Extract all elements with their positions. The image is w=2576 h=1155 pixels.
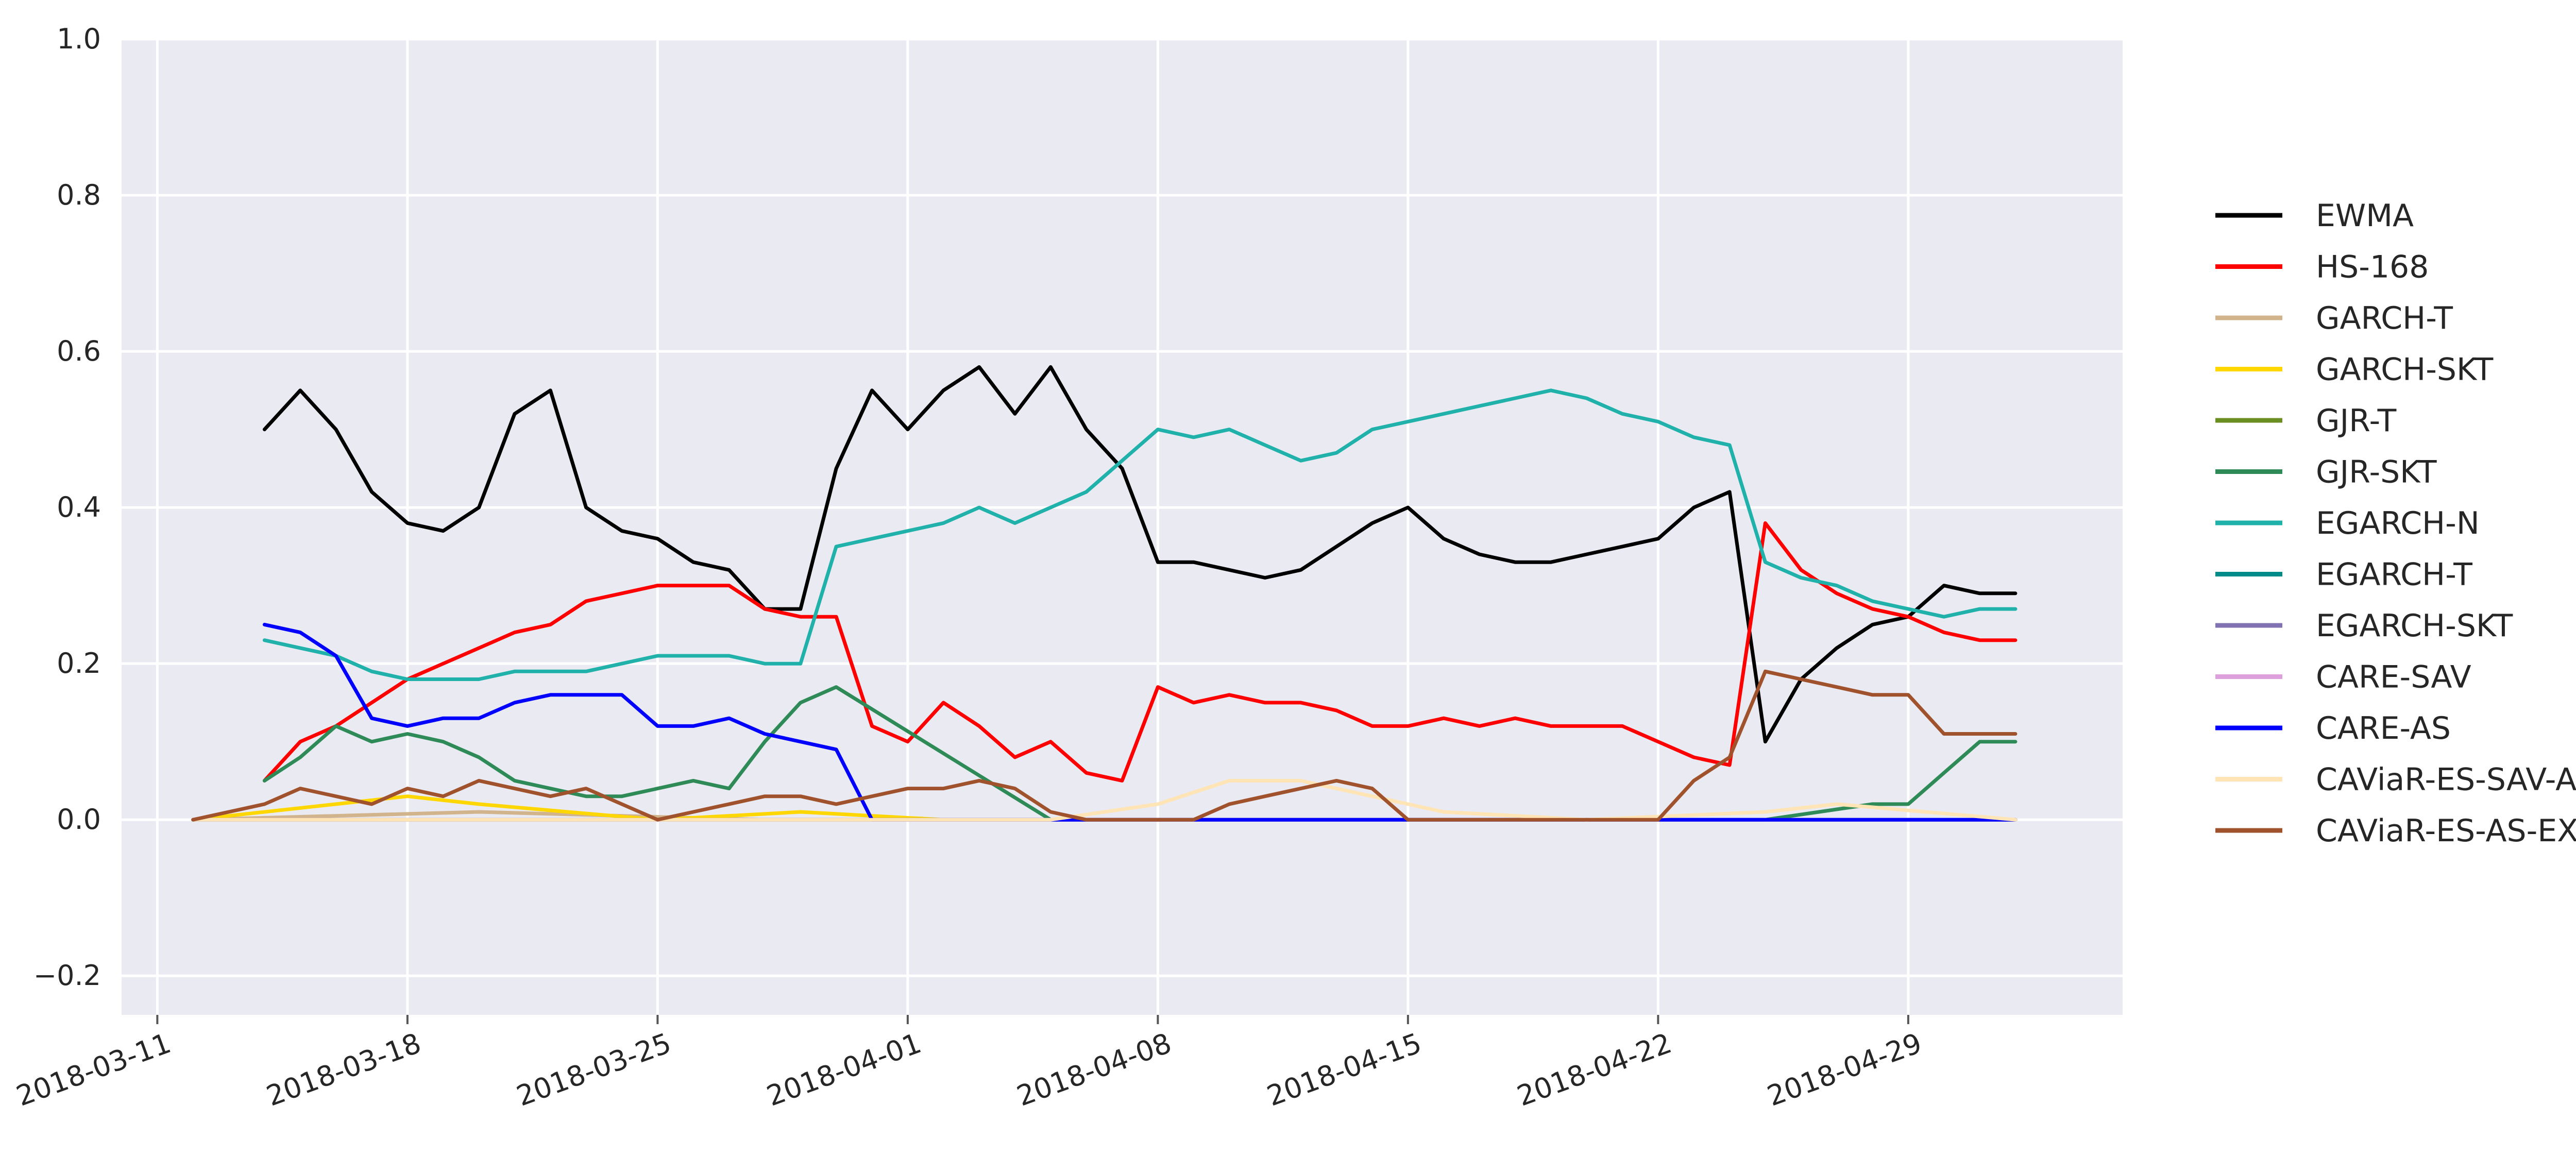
legend-label: GJR-T <box>2316 403 2397 439</box>
legend-item: EWMA <box>2215 198 2414 234</box>
legend-label: GARCH-T <box>2316 300 2453 336</box>
y-axis-ticks: −0.2 0.0 0.2 0.4 0.6 0.8 1.0 <box>33 23 101 992</box>
x-tick-label: 2018-04-29 <box>1763 1027 1926 1113</box>
legend-item: CAViaR-ES-AS-EXP <box>2215 813 2576 849</box>
legend-item: GARCH-T <box>2215 300 2453 336</box>
legend-label: HS-168 <box>2316 249 2429 285</box>
x-tick-label: 2018-04-22 <box>1513 1027 1675 1113</box>
legend-label: EGARCH-T <box>2316 557 2472 593</box>
series-line-caviar-es-as-exp <box>191 669 2018 822</box>
plot-background <box>122 39 2123 1015</box>
legend-label: EWMA <box>2316 198 2414 234</box>
legend-item: HS-168 <box>2215 249 2429 285</box>
legend-label: EGARCH-N <box>2316 505 2480 541</box>
y-tick-label: 0.6 <box>57 335 101 367</box>
series-line-ewma <box>262 365 2018 744</box>
series-lines <box>191 365 2018 822</box>
x-tick-label: 2018-04-15 <box>1263 1027 1426 1113</box>
x-tick-label: 2018-03-25 <box>512 1027 675 1113</box>
series-line-hs-168 <box>262 521 2018 783</box>
x-tick-label: 2018-03-18 <box>262 1027 425 1113</box>
legend-label: EGARCH-SKT <box>2316 608 2513 644</box>
y-tick-label: 0.8 <box>57 179 101 211</box>
legend-item: GJR-T <box>2215 403 2397 439</box>
y-tick-label: 1.0 <box>57 23 101 55</box>
legend-item: EGARCH-SKT <box>2215 608 2513 644</box>
y-tick-label: 0.4 <box>57 491 101 523</box>
series-line-gjr-skt <box>262 685 2018 822</box>
legend-item: CAViaR-ES-SAV-AR <box>2215 762 2576 798</box>
y-tick-label: 0.2 <box>57 647 101 680</box>
legend-item: GARCH-SKT <box>2215 352 2494 388</box>
legend-label: CAViaR-ES-SAV-AR <box>2316 762 2576 798</box>
legend-item: EGARCH-T <box>2215 557 2472 593</box>
x-tick-label: 2018-04-08 <box>1012 1027 1175 1113</box>
legend: EWMA HS-168 GARCH-T GARCH-SKT GJR-T GJR-SKT EG… <box>2215 198 2576 849</box>
x-tick-label: 2018-03-11 <box>12 1027 175 1113</box>
legend-item: CARE-SAV <box>2215 659 2471 695</box>
x-tick-label: 2018-04-01 <box>762 1027 925 1113</box>
legend-item: GJR-SKT <box>2215 454 2437 490</box>
legend-item: CARE-AS <box>2215 710 2451 746</box>
legend-label: GARCH-SKT <box>2316 352 2494 388</box>
series-line-egarch-n <box>262 388 2018 681</box>
legend-label: GJR-SKT <box>2316 454 2437 490</box>
legend-label: CARE-SAV <box>2316 659 2471 695</box>
x-axis-ticks: 2018-03-11 2018-03-18 2018-03-25 2018-04-01… <box>12 1015 1926 1113</box>
y-tick-label: 0.0 <box>57 803 101 836</box>
y-tick-label: −0.2 <box>33 959 101 992</box>
legend-label: CARE-AS <box>2316 710 2451 746</box>
legend-item: EGARCH-N <box>2215 505 2480 541</box>
legend-label: CAViaR-ES-AS-EXP <box>2316 813 2576 849</box>
series-line-caviar-es-sav-ar <box>191 778 2018 822</box>
